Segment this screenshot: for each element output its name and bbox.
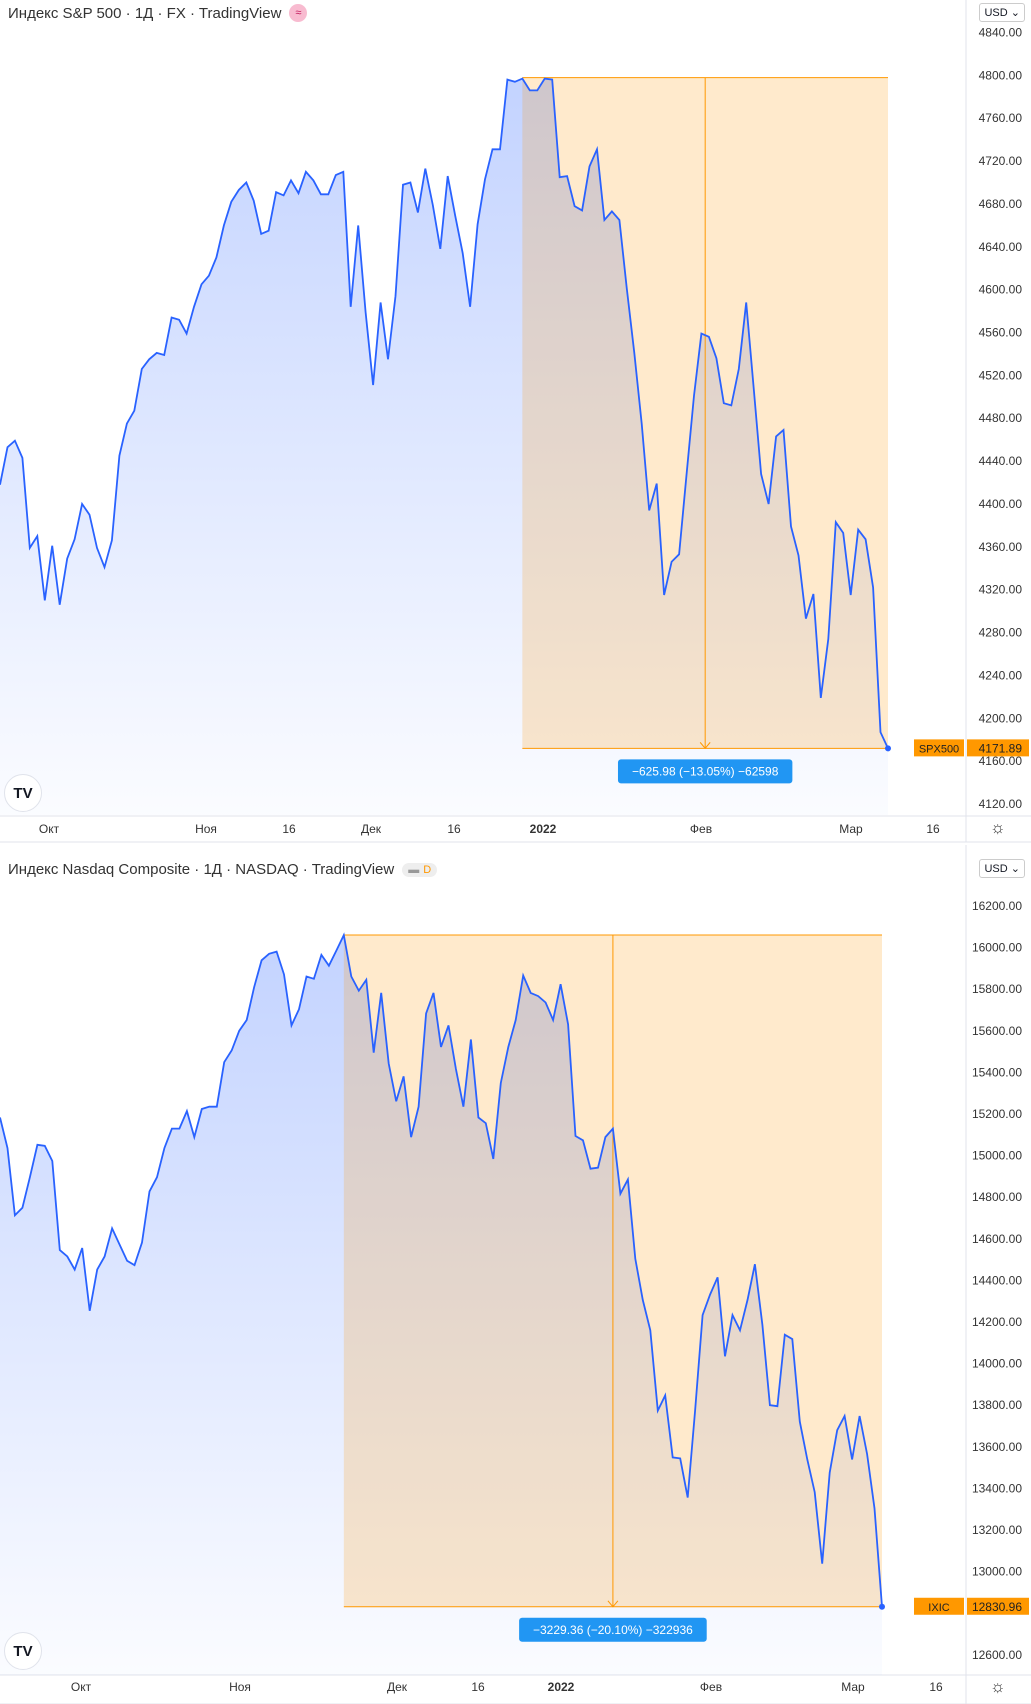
time-tick-label: Фев: [690, 822, 712, 836]
price-tick-label: 4560.00: [979, 326, 1023, 340]
price-tick-label: 14200.00: [972, 1315, 1022, 1329]
last-point-marker: [879, 1603, 885, 1610]
last-price-tag-bg: [967, 739, 1029, 757]
price-tick-label: 14600.00: [972, 1232, 1022, 1246]
time-tick-label: Мар: [841, 1680, 865, 1694]
wave-icon[interactable]: ≈: [289, 4, 308, 22]
price-tick-label: 15600.00: [972, 1024, 1022, 1038]
price-tick-label: 4600.00: [979, 283, 1023, 297]
price-tick-label: 4120.00: [979, 797, 1023, 811]
measure-label: −625.98 (−13.05%) −62598: [632, 764, 779, 778]
tradingview-logo[interactable]: TV: [4, 1632, 42, 1670]
price-tick-label: 4440.00: [979, 454, 1023, 468]
price-tick-label: 13200.00: [972, 1523, 1022, 1537]
tradingview-logo[interactable]: TV: [4, 774, 42, 812]
measure-label-bg: [519, 1617, 707, 1642]
area-fill: [0, 78, 888, 816]
price-tick-label: 15400.00: [972, 1065, 1022, 1079]
ixic-header: Индекс Nasdaq Composite · 1Д · NASDAQ · …: [8, 861, 438, 878]
price-tick-label: 4480.00: [979, 411, 1023, 425]
price-tick-label: 13000.00: [972, 1565, 1022, 1579]
symbol-tag-bg: [914, 1597, 964, 1615]
price-tick-label: 15200.00: [972, 1107, 1022, 1121]
symbol-tag: IXIC: [928, 1602, 949, 1614]
time-tick-label: Мар: [839, 822, 863, 836]
price-tick-label: 13400.00: [972, 1481, 1022, 1495]
price-tick-label: 4520.00: [979, 368, 1023, 382]
ixic-panel: Индекс Nasdaq Composite · 1Д · NASDAQ · …: [0, 845, 1031, 1704]
price-tick-label: 15800.00: [972, 982, 1022, 996]
last-price-tag: 12830.96: [972, 1600, 1022, 1614]
last-price-tag-bg: [967, 1597, 1029, 1615]
price-tick-label: 4640.00: [979, 240, 1023, 254]
price-tick-label: 16000.00: [972, 941, 1022, 955]
price-tick-label: 4200.00: [979, 711, 1023, 725]
price-tick-label: 12600.00: [972, 1648, 1022, 1662]
price-tick-label: 14800.00: [972, 1190, 1022, 1204]
time-tick-label: 16: [447, 822, 461, 836]
price-tick-label: 14400.00: [972, 1273, 1022, 1287]
time-tick-label: Ноя: [229, 1680, 251, 1694]
price-tick-label: 4280.00: [979, 626, 1023, 640]
currency-dropdown[interactable]: USD ⌄: [979, 3, 1025, 22]
ixic-title: Индекс Nasdaq Composite · 1Д · NASDAQ · …: [8, 861, 395, 878]
last-point-marker: [885, 745, 891, 752]
price-line: [0, 932, 883, 1607]
price-tick-label: 16200.00: [972, 899, 1022, 913]
time-tick-label: Окт: [71, 1680, 92, 1694]
measure-arrow-icon: [607, 1600, 619, 1608]
currency-dropdown[interactable]: USD ⌄: [979, 859, 1025, 878]
price-tick-label: 13600.00: [972, 1440, 1022, 1454]
symbol-tag: SPX500: [919, 743, 959, 755]
time-tick-label: 16: [282, 822, 296, 836]
time-tick-label: 16: [929, 1680, 943, 1694]
price-tick-label: 15000.00: [972, 1149, 1022, 1163]
spx-header: Индекс S&P 500 · 1Д · FX · TradingView ≈: [8, 4, 308, 22]
price-tick-label: 4360.00: [979, 540, 1023, 554]
minus-icon: ▬: [408, 863, 420, 876]
price-tick-label: 13800.00: [972, 1398, 1022, 1412]
measure-label-bg: [617, 759, 793, 784]
settings-gear-icon[interactable]: ☼: [990, 1677, 1006, 1696]
price-line: [0, 77, 889, 749]
measure-arrow-icon: [699, 742, 711, 750]
price-tick-label: 4720.00: [979, 154, 1023, 168]
time-tick-label: Дек: [361, 822, 382, 836]
time-tick-label: 16: [926, 822, 940, 836]
last-price-tag: 4171.89: [979, 741, 1023, 755]
time-tick-label: Ноя: [195, 822, 217, 836]
spx-panel: Индекс S&P 500 · 1Д · FX · TradingView ≈…: [0, 0, 1031, 845]
symbol-tag-bg: [914, 739, 964, 757]
time-tick-label: 2022: [530, 822, 557, 836]
time-tick-label: 2022: [548, 1680, 575, 1694]
currency-label: USD: [984, 863, 1008, 875]
time-tick-label: Окт: [39, 822, 60, 836]
area-fill: [0, 935, 882, 1675]
time-tick-label: 16: [471, 1680, 485, 1694]
price-tick-label: 4840.00: [979, 26, 1023, 40]
time-tick-label: Дек: [387, 1680, 408, 1694]
price-tick-label: 4680.00: [979, 197, 1023, 211]
price-tick-label: 14000.00: [972, 1357, 1022, 1371]
price-tick-label: 4160.00: [979, 754, 1023, 768]
time-tick-label: Фев: [700, 1680, 722, 1694]
spx-title: Индекс S&P 500 · 1Д · FX · TradingView: [8, 4, 282, 22]
price-tick-label: 4760.00: [979, 111, 1023, 125]
measure-label: −3229.36 (−20.10%) −322936: [533, 1623, 693, 1637]
settings-gear-icon[interactable]: ☼: [990, 818, 1006, 837]
price-tick-label: 4800.00: [979, 68, 1023, 82]
price-tick-label: 4320.00: [979, 583, 1023, 597]
delayed-badge: D: [423, 863, 432, 876]
price-tick-label: 4400.00: [979, 497, 1023, 511]
status-pill[interactable]: ▬ D: [402, 862, 438, 877]
price-tick-label: 4240.00: [979, 668, 1023, 682]
currency-label: USD: [984, 7, 1008, 19]
